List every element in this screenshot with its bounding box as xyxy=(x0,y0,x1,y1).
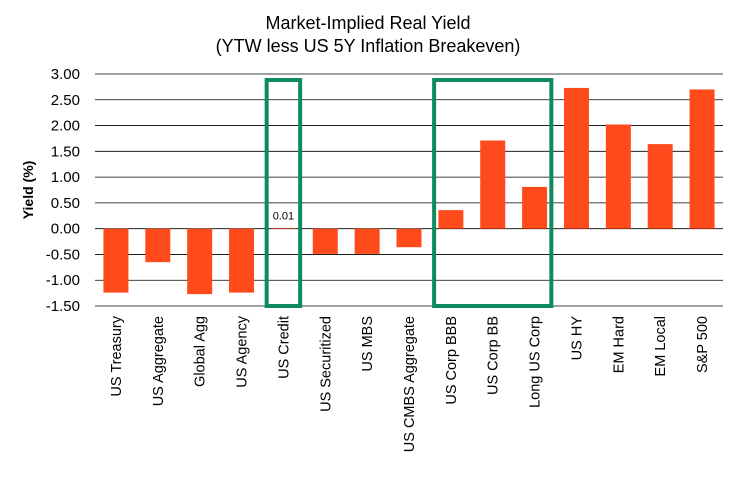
bar xyxy=(438,210,464,229)
bar xyxy=(480,140,506,229)
y-tick-label: -0.50 xyxy=(46,246,80,263)
x-tick-label: Long US Corp xyxy=(528,316,544,408)
x-tick-label: US Securitized xyxy=(318,316,334,412)
bar xyxy=(522,186,548,229)
x-tick-label: US Aggregate xyxy=(151,316,167,406)
y-tick-label: 2.00 xyxy=(51,118,80,135)
bar xyxy=(605,124,631,229)
x-axis-ticks: US Treasury US Aggregate Global Agg US Agen… xyxy=(109,315,711,452)
bar xyxy=(354,228,380,254)
y-tick-label: -1.00 xyxy=(46,272,80,289)
y-tick-label: 2.50 xyxy=(51,92,80,109)
data-label: 0.01 xyxy=(273,211,294,223)
y-axis-ticks: 3.00 2.50 2.00 1.50 1.00 0.50 0.00 -0.50 -1.00 -1… xyxy=(46,66,80,315)
chart-subtitle: (YTW less US 5Y Inflation Breakeven) xyxy=(216,36,521,56)
bar xyxy=(689,89,715,229)
y-tick-label: 1.00 xyxy=(51,169,80,186)
bar xyxy=(145,228,171,263)
bar xyxy=(563,87,589,229)
x-tick-label: US Treasury xyxy=(109,315,125,396)
annotations: 0.01 xyxy=(273,211,294,223)
y-tick-label: 0.50 xyxy=(51,195,80,212)
x-tick-label: US Corp BB xyxy=(486,316,502,395)
x-tick-label: US Corp BBB xyxy=(444,316,460,405)
bar xyxy=(229,228,255,293)
x-tick-label: Global Agg xyxy=(193,316,209,387)
x-tick-label: US MBS xyxy=(360,316,376,372)
x-tick-label: US CMBS Aggregate xyxy=(402,316,418,452)
x-tick-label: S&P 500 xyxy=(695,316,711,373)
x-tick-label: US HY xyxy=(569,316,585,361)
bar xyxy=(396,228,422,248)
bar xyxy=(103,228,129,293)
bar xyxy=(647,144,673,229)
y-tick-label: 1.50 xyxy=(51,143,80,160)
x-tick-label: EM Local xyxy=(653,316,669,376)
highlight-box xyxy=(432,78,554,308)
highlight-boxes xyxy=(264,78,554,308)
bar xyxy=(187,228,213,295)
y-tick-label: -1.50 xyxy=(46,298,80,315)
y-tick-label: 0.00 xyxy=(51,221,80,238)
highlight-box xyxy=(264,78,303,308)
x-tick-label: US Agency xyxy=(235,315,251,387)
y-tick-label: 3.00 xyxy=(51,66,80,83)
bar xyxy=(312,228,338,254)
chart-title: Market-Implied Real Yield xyxy=(265,13,470,33)
x-tick-label: US Credit xyxy=(276,316,292,379)
bars xyxy=(103,87,715,295)
x-tick-label: EM Hard xyxy=(611,316,627,373)
bar xyxy=(270,228,296,229)
y-axis-label: Yield (%) xyxy=(20,161,36,220)
